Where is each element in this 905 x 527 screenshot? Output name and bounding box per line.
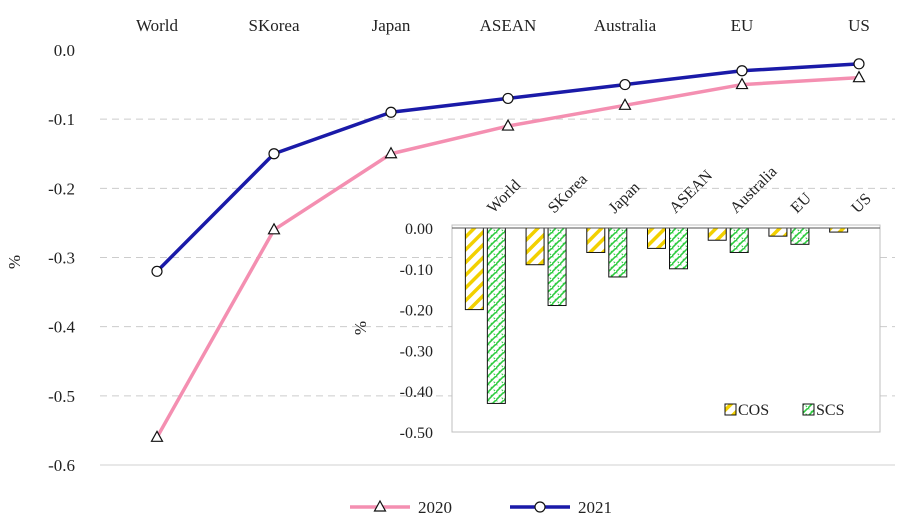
inset-bar-scs — [486, 227, 506, 404]
main-x-tick-label: Japan — [372, 16, 411, 35]
main-data-point — [267, 222, 281, 235]
main-x-tick-label: SKorea — [249, 16, 300, 35]
inset-legend: COS SCS — [724, 402, 844, 419]
main-data-point — [150, 430, 164, 442]
inset-bar-scs — [669, 227, 688, 270]
inset-bar-cos — [768, 227, 788, 237]
inset-plot-area — [451, 224, 881, 433]
inset-bar-scs — [790, 227, 810, 245]
main-data-point — [853, 58, 865, 70]
inset-x-tick-label: US — [848, 190, 874, 216]
main-data-point — [385, 106, 397, 118]
main-data-point — [852, 70, 866, 83]
main-data-point — [151, 265, 163, 277]
inset-x-tick-label: Japan — [606, 179, 644, 217]
main-y-tick-label: -0.1 — [48, 110, 75, 129]
inset-legend-label: COS — [738, 402, 769, 419]
main-x-tick-label: EU — [731, 16, 754, 35]
inset-y-axis-label: % — [351, 321, 370, 335]
main-series-group — [150, 58, 866, 442]
inset-x-tick-label: Australia — [727, 163, 780, 216]
main-data-point — [268, 148, 280, 160]
main-x-tick-label: US — [848, 16, 870, 35]
main-y-tick-label: -0.6 — [48, 456, 75, 475]
main-y-tick-label: -0.4 — [48, 318, 75, 337]
main-data-point — [735, 77, 749, 90]
inset-bar-scs — [547, 227, 567, 307]
inset-bars-group — [464, 227, 849, 404]
inset-bar-scs — [729, 227, 749, 253]
main-data-point — [384, 146, 398, 159]
inset-y-tick-label: -0.50 — [400, 425, 433, 442]
inset-bar-cos — [525, 227, 545, 266]
inset-bar-cos — [707, 227, 727, 241]
main-data-point — [502, 92, 514, 105]
main-legend-label: 2020 — [418, 498, 452, 517]
main-legend: 2020 2021 — [350, 498, 612, 517]
inset-x-tick-label: SKorea — [545, 171, 591, 217]
inset-bar-cos — [464, 227, 484, 311]
main-data-point — [501, 118, 515, 131]
inset-y-tick-label: 0.00 — [405, 221, 433, 238]
inset-legend-label: SCS — [816, 402, 844, 419]
inset-y-tick-label: -0.30 — [400, 343, 433, 360]
main-legend-label: 2021 — [578, 498, 612, 517]
inset-x-tick-label: ASEAN — [666, 167, 716, 217]
main-data-point — [618, 98, 632, 110]
main-x-tick-label: ASEAN — [480, 16, 537, 35]
main-y-tick-label: -0.3 — [48, 249, 75, 268]
main-legend-marker — [534, 501, 546, 513]
inset-bar-cos — [647, 227, 666, 249]
main-x-tick-label: World — [136, 16, 179, 35]
main-x-tick-label: Australia — [594, 16, 657, 35]
main-y-tick-labels: 0.0 -0.1 -0.2 -0.3 -0.4 -0.5 -0.6 — [48, 41, 75, 475]
inset-y-tick-label: -0.20 — [400, 303, 433, 320]
inset-x-tick-label: EU — [788, 189, 815, 216]
inset-y-tick-label: -0.40 — [400, 384, 433, 401]
inset-x-tick-labels: World SKorea Japan ASEAN Australia EU US — [484, 163, 875, 216]
inset-legend-swatch — [802, 403, 815, 416]
inset-y-tick-label: -0.10 — [400, 262, 433, 279]
inset-bar-scs — [608, 227, 628, 278]
main-y-tick-label: 0.0 — [54, 41, 75, 60]
inset-y-tick-labels: 0.00 -0.10 -0.20 -0.30 -0.40 -0.50 — [400, 221, 433, 442]
inset-legend-swatch — [724, 403, 737, 416]
inset-bar-cos — [829, 227, 849, 233]
inset-x-tick-label: World — [484, 177, 524, 217]
main-legend-marker — [373, 499, 387, 512]
main-x-tick-labels: World SKorea Japan ASEAN Australia EU US — [136, 16, 870, 35]
inset-bar-cos — [586, 227, 606, 253]
main-data-point — [619, 78, 631, 91]
main-y-axis-label: % — [5, 255, 24, 269]
main-y-tick-label: -0.5 — [48, 387, 75, 406]
main-data-point — [736, 65, 748, 77]
main-y-tick-label: -0.2 — [48, 179, 75, 198]
